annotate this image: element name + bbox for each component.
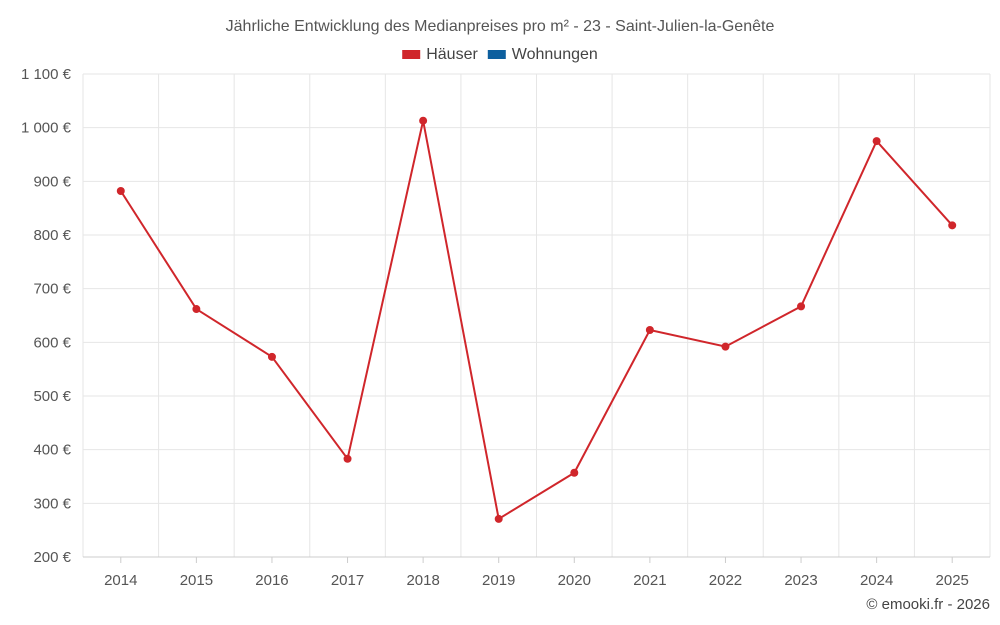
x-tick-label: 2023 (784, 572, 817, 589)
y-tick-label: 300 € (33, 495, 71, 512)
x-tick-label: 2021 (633, 572, 666, 589)
y-tick-label: 1 000 € (21, 120, 72, 137)
data-point (570, 468, 579, 477)
x-tick-label: 2018 (406, 572, 439, 589)
legend-label: Häuser (426, 46, 478, 63)
x-tick-label: 2025 (936, 572, 969, 589)
data-point (494, 514, 503, 523)
x-tick-label: 2019 (482, 572, 515, 589)
y-tick-label: 600 € (33, 334, 71, 351)
y-tick-label: 800 € (33, 227, 71, 244)
chart-title: Jährliche Entwicklung des Medianpreises … (226, 18, 775, 35)
data-point (343, 454, 352, 463)
x-axis: 2014 2015 2016 2017 2018 2019 2020 2021 2022 2023… (104, 557, 969, 589)
series-line (119, 120, 953, 521)
legend-label: Wohnungen (512, 46, 598, 63)
grid (82, 73, 991, 558)
data-point (645, 325, 654, 334)
data-point (721, 342, 730, 351)
x-tick-label: 2016 (255, 572, 288, 589)
credit-text: © emooki.fr - 2026 (866, 596, 990, 613)
y-tick-label: 200 € (33, 549, 71, 566)
x-tick-label: 2020 (558, 572, 591, 589)
legend-item: Häuser (402, 46, 478, 63)
x-tick-label: 2014 (104, 572, 137, 589)
x-tick-label: 2022 (709, 572, 742, 589)
data-point (872, 137, 881, 146)
legend-swatch (402, 50, 421, 59)
y-tick-label: 1 100 € (21, 66, 72, 83)
y-tick-label: 700 € (33, 281, 71, 298)
y-tick-label: 900 € (33, 173, 71, 190)
x-tick-label: 2024 (860, 572, 893, 589)
series-layer (116, 116, 957, 523)
y-tick-label: 500 € (33, 388, 71, 405)
data-point (419, 116, 428, 125)
x-tick-label: 2017 (331, 572, 364, 589)
y-tick-label: 400 € (33, 442, 71, 459)
legend-swatch (487, 50, 506, 59)
data-point (116, 186, 125, 195)
data-point (267, 352, 276, 361)
y-axis: 200 € 300 € 400 € 500 € 600 € 700 € 800 € 900 €… (21, 66, 72, 566)
legend-item: Wohnungen (487, 46, 598, 63)
data-point (797, 302, 806, 311)
data-point (192, 305, 201, 314)
x-tick-label: 2015 (180, 572, 213, 589)
data-point (948, 221, 957, 230)
legend: Häuser Wohnungen (402, 46, 598, 63)
